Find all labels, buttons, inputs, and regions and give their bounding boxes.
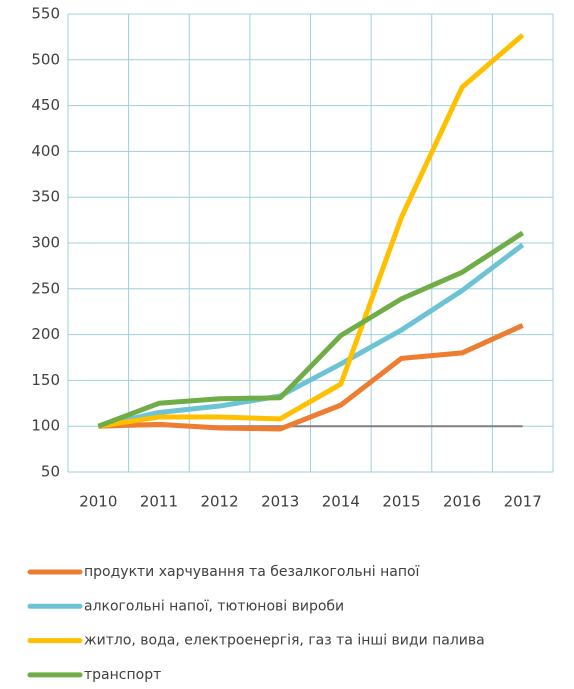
x-tick-label: 2017 [504, 493, 542, 511]
series-line [97, 230, 525, 429]
legend-label: житло, вода, електроенергія, газ та інші… [84, 633, 485, 649]
y-tick-label: 300 [31, 234, 60, 252]
y-tick-label: 200 [31, 325, 60, 343]
y-tick-label: 550 [31, 5, 60, 23]
x-tick-label: 2015 [382, 493, 420, 511]
x-tick-label: 2011 [140, 493, 178, 511]
x-tick-label: 2010 [79, 493, 117, 511]
series-line [97, 242, 525, 429]
x-tick-label: 2016 [443, 493, 481, 511]
y-tick-label: 100 [31, 417, 60, 435]
series-line [97, 33, 525, 429]
y-tick-label: 350 [31, 188, 60, 206]
legend-label: алкогольні напої, тютюнові вироби [84, 598, 344, 614]
x-tick-label: 2012 [200, 493, 238, 511]
y-tick-label: 50 [41, 463, 60, 481]
x-tick-label: 2014 [322, 493, 360, 511]
y-tick-label: 450 [31, 96, 60, 114]
series-line [98, 323, 524, 432]
legend-label: продукти харчування та безалкогольні нап… [84, 564, 420, 580]
y-tick-label: 500 [31, 50, 60, 68]
y-tick-label: 250 [31, 279, 60, 297]
y-tick-label: 150 [31, 371, 60, 389]
x-tick-label: 2013 [261, 493, 299, 511]
y-tick-label: 400 [31, 142, 60, 160]
legend-label: транспорт [84, 667, 161, 683]
